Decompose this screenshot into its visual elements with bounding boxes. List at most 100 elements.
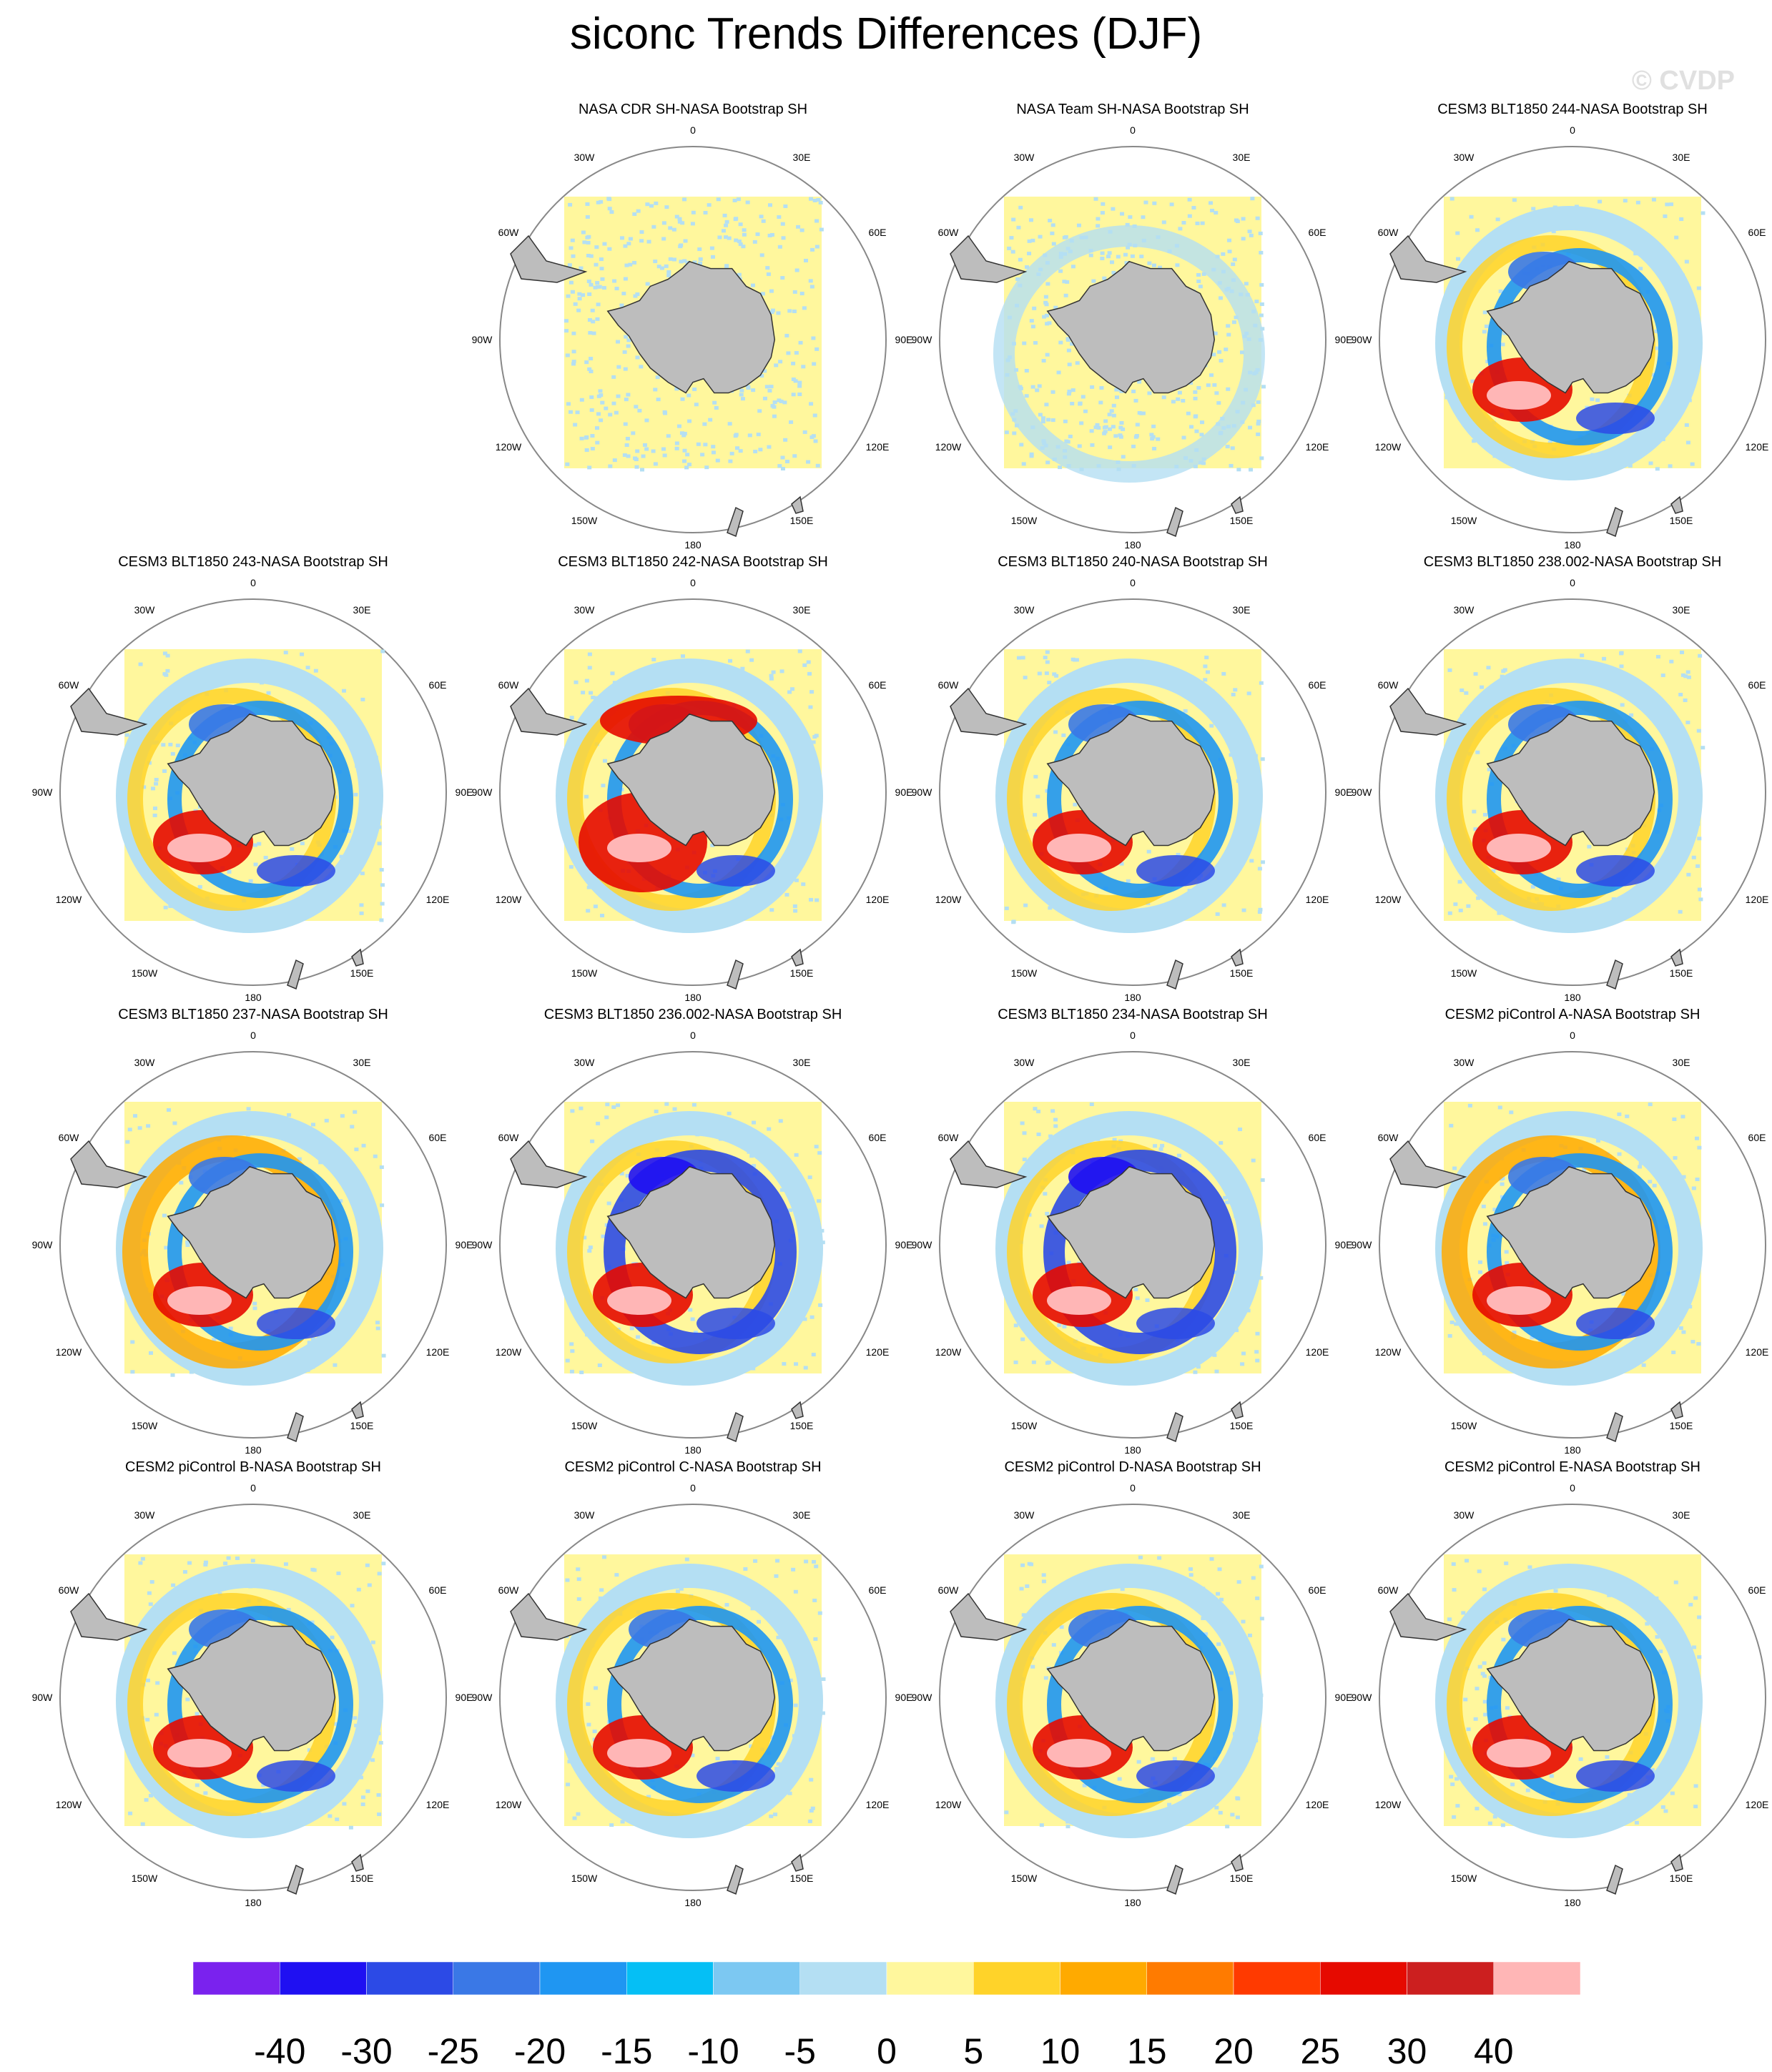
anomaly-band <box>1047 1606 1233 1803</box>
grid-cell <box>1030 325 1035 329</box>
grid-cell <box>212 1338 217 1342</box>
grid-cell <box>682 459 687 463</box>
grid-cell <box>1135 1296 1140 1301</box>
grid-cell <box>203 1791 208 1795</box>
grid-cell <box>1193 1370 1198 1374</box>
grid-cell <box>637 408 642 413</box>
grid-cell <box>1035 794 1040 799</box>
grid-cell <box>1260 1178 1265 1182</box>
grid-cell <box>1021 462 1026 466</box>
grid-cell <box>789 420 794 424</box>
grid-cell <box>816 197 821 202</box>
grid-cell <box>1473 1717 1478 1721</box>
grid-cell <box>1694 1136 1699 1140</box>
grid-cell <box>631 431 636 435</box>
grid-cell <box>680 221 685 225</box>
grid-cell <box>250 1559 255 1563</box>
grid-cell <box>1093 425 1098 430</box>
grid-cell <box>783 204 788 209</box>
grid-cell <box>1510 1782 1515 1787</box>
grid-cell <box>1475 1807 1480 1811</box>
anomaly-band <box>1487 248 1673 445</box>
grid-cell <box>1254 300 1259 304</box>
grid-cell <box>365 1789 370 1793</box>
grid-cell <box>1683 698 1688 702</box>
longitude-label: 60W <box>1378 1132 1399 1143</box>
south-america-land <box>70 687 148 736</box>
grid-cell <box>590 447 595 451</box>
antarctica-land <box>1486 713 1655 847</box>
grid-cell <box>610 671 615 676</box>
grid-cell <box>662 410 667 414</box>
grid-cell <box>252 1301 257 1306</box>
anomaly-patch <box>1576 403 1655 434</box>
grid-cell <box>1485 360 1490 364</box>
grid-cell <box>733 434 738 438</box>
grid-cell <box>1216 1642 1221 1647</box>
grid-cell <box>820 1711 825 1715</box>
anomaly-patch <box>167 1739 232 1767</box>
grid-cell <box>1113 434 1118 438</box>
grid-cell <box>1684 423 1689 428</box>
grid-cell <box>1076 223 1081 227</box>
grid-cell <box>766 272 771 277</box>
grid-cell <box>664 264 669 268</box>
grid-cell <box>802 306 807 310</box>
grid-cell <box>1206 383 1211 388</box>
longitude-label: 90E <box>1335 1692 1353 1703</box>
grid-cell <box>1053 305 1058 310</box>
grid-cell <box>602 1555 607 1559</box>
grid-cell <box>1078 401 1083 405</box>
grid-cell <box>1089 429 1094 433</box>
grid-cell <box>170 751 175 756</box>
grid-cell <box>1233 1271 1238 1275</box>
longitude-label: 180 <box>684 539 702 551</box>
grid-cell <box>1111 425 1116 429</box>
grid-cell <box>1482 812 1487 817</box>
new-zealand-land <box>287 1411 304 1443</box>
grid-cell <box>1091 279 1096 283</box>
colorbar-swatch <box>1320 1962 1407 1995</box>
grid-cell <box>1486 666 1491 670</box>
grid-cell <box>738 242 743 247</box>
grid-cell <box>1259 456 1264 460</box>
new-zealand-land <box>727 1411 744 1443</box>
grid-cell <box>809 1315 814 1319</box>
grid-cell <box>1183 709 1188 713</box>
grid-cell <box>138 1561 143 1565</box>
grid-cell <box>1117 1777 1122 1781</box>
grid-cell <box>724 235 729 240</box>
grid-cell <box>1691 1186 1696 1190</box>
grid-cell <box>739 393 744 397</box>
grid-cell <box>380 883 385 887</box>
longitude-label: 180 <box>1124 539 1141 551</box>
longitude-label: 150E <box>1670 1873 1693 1884</box>
anomaly-band <box>1043 1150 1236 1354</box>
grid-cell <box>787 1791 792 1795</box>
grid-cell <box>1041 1573 1046 1577</box>
grid-cell <box>1025 265 1030 270</box>
longitude-label: 0 <box>1130 577 1136 588</box>
longitude-label: 30E <box>353 1057 371 1068</box>
grid-cell <box>812 1598 817 1602</box>
tasmania-land <box>791 948 804 967</box>
tasmania-land <box>351 1853 364 1872</box>
grid-cell <box>809 402 814 406</box>
anomaly-patch <box>1136 1760 1215 1792</box>
grid-cell <box>1681 1330 1686 1334</box>
grid-cell <box>626 338 631 342</box>
south-america-land <box>70 1140 148 1188</box>
grid-cell <box>1181 435 1186 440</box>
colorbar-swatch <box>1060 1962 1147 1995</box>
grid-cell <box>290 847 295 852</box>
longitude-label: 90E <box>1335 786 1353 798</box>
grid-cell <box>195 1783 200 1787</box>
grid-cell <box>1015 277 1020 281</box>
grid-cell <box>1141 411 1146 415</box>
grid-cell <box>570 1109 575 1113</box>
grid-cell <box>793 1703 798 1707</box>
grid-cell <box>1619 664 1624 669</box>
grid-cell <box>1482 1699 1487 1704</box>
